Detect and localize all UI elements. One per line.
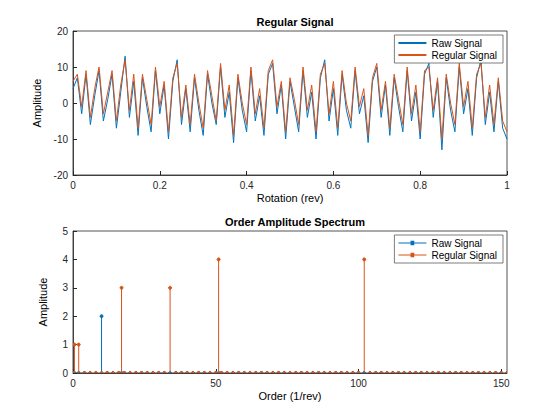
svg-text:Raw Signal: Raw Signal <box>431 38 482 49</box>
svg-text:0: 0 <box>70 378 76 389</box>
svg-text:20: 20 <box>57 26 69 37</box>
svg-text:1: 1 <box>504 180 510 191</box>
svg-text:0: 0 <box>70 180 76 191</box>
svg-text:Amplitude: Amplitude <box>31 79 43 128</box>
svg-text:0: 0 <box>62 98 68 109</box>
svg-text:5: 5 <box>62 226 68 237</box>
svg-text:100: 100 <box>350 378 367 389</box>
svg-text:10: 10 <box>57 62 69 73</box>
svg-text:Rotation (rev): Rotation (rev) <box>257 192 324 204</box>
svg-text:-20: -20 <box>54 170 69 181</box>
svg-text:0.6: 0.6 <box>326 180 340 191</box>
svg-text:Amplitude: Amplitude <box>37 278 49 327</box>
svg-text:0: 0 <box>62 368 68 379</box>
svg-text:Order Amplitude Spectrum: Order Amplitude Spectrum <box>225 216 365 228</box>
svg-text:0.4: 0.4 <box>240 180 254 191</box>
svg-text:4: 4 <box>62 254 68 265</box>
svg-text:Regular Signal: Regular Signal <box>256 16 333 28</box>
svg-text:Order (1/rev): Order (1/rev) <box>259 390 322 402</box>
svg-text:Raw Signal: Raw Signal <box>431 238 482 249</box>
svg-text:2: 2 <box>62 311 68 322</box>
svg-text:0.2: 0.2 <box>153 180 167 191</box>
svg-text:0.8: 0.8 <box>413 180 427 191</box>
svg-text:3: 3 <box>62 282 68 293</box>
svg-text:Regular Signal: Regular Signal <box>431 50 497 61</box>
svg-text:-10: -10 <box>54 134 69 145</box>
svg-text:150: 150 <box>493 378 510 389</box>
svg-text:1: 1 <box>62 339 68 350</box>
svg-text:Regular Signal: Regular Signal <box>431 250 497 261</box>
svg-text:50: 50 <box>210 378 222 389</box>
